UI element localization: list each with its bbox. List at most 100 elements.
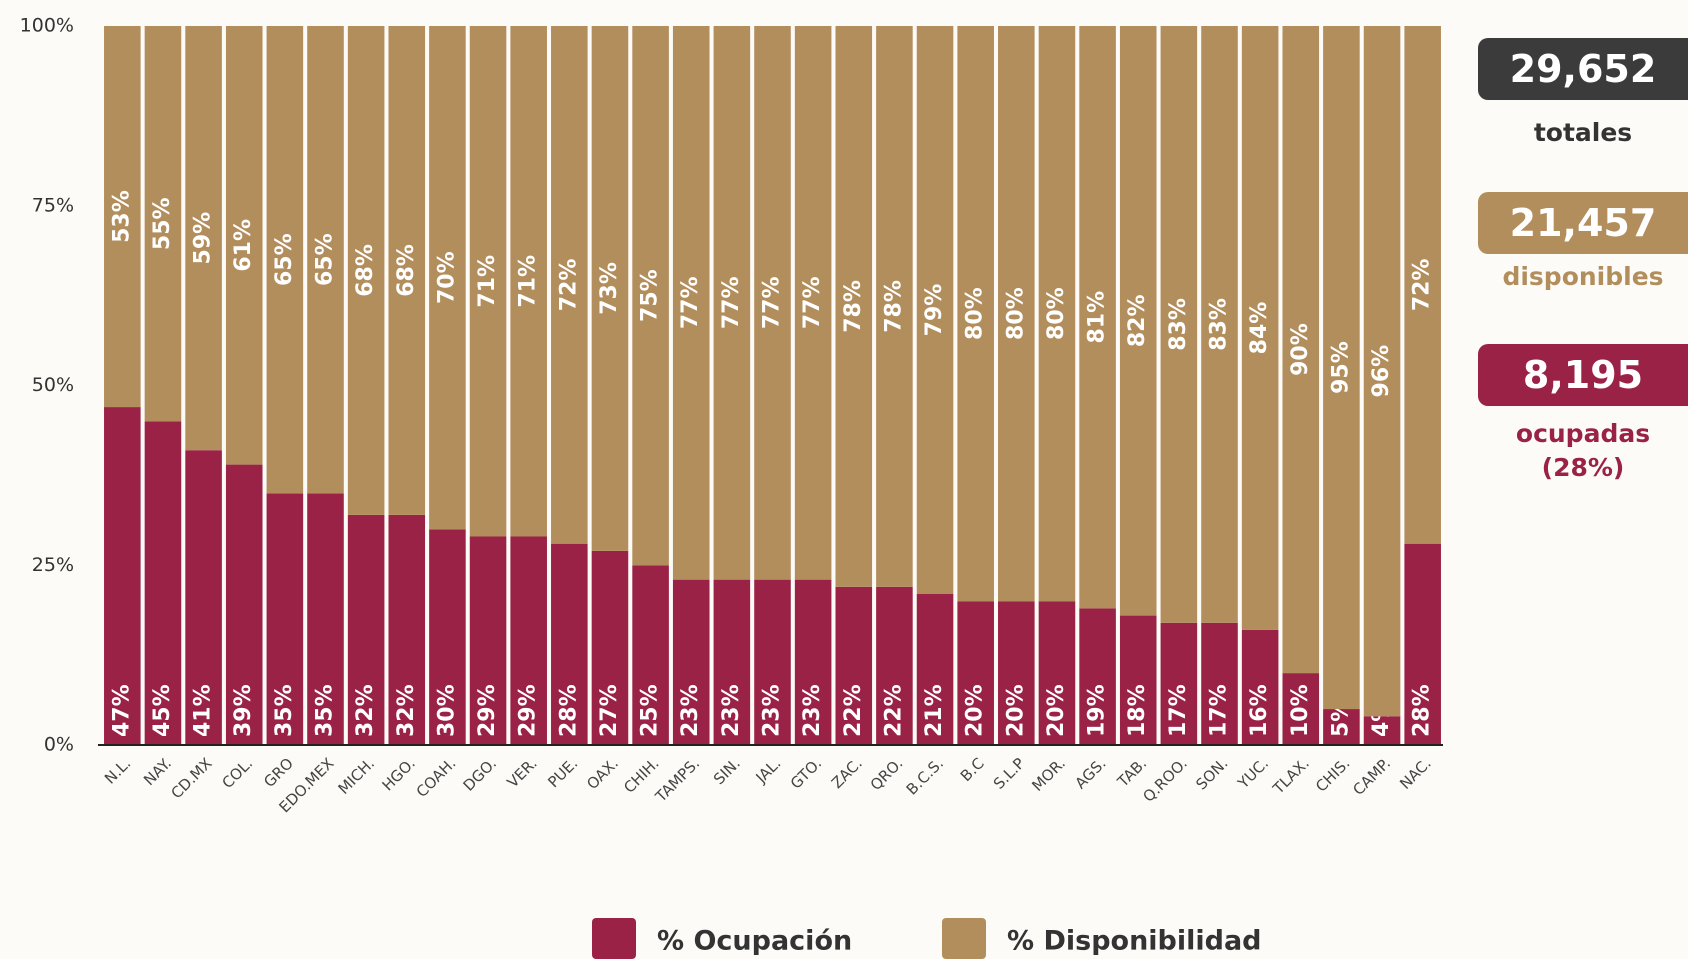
- bar-segment: [672, 26, 710, 580]
- x-tick-label: SIN.: [710, 754, 744, 788]
- x-tick-label: OAX.: [583, 754, 622, 793]
- total-label: totales: [1533, 118, 1633, 147]
- x-tick-label: COL.: [218, 754, 256, 792]
- bar-segment: [1079, 608, 1116, 745]
- bar-segment: [388, 26, 426, 515]
- available-value: 21,457: [1478, 192, 1688, 254]
- x-tick-label: B.C: [957, 754, 988, 785]
- value-label: 41%: [191, 684, 216, 737]
- x-tick-label: AGS.: [1071, 754, 1109, 792]
- occupied-value: 8,195: [1478, 344, 1688, 406]
- x-tick-label: B.C.S.: [903, 754, 947, 798]
- bar-segment: [1323, 709, 1360, 745]
- value-label: 80%: [1003, 287, 1028, 340]
- bar-segment: [1201, 26, 1238, 623]
- x-tick-label: CD.MX: [168, 754, 216, 802]
- value-label: 32%: [353, 684, 378, 737]
- value-label: 71%: [516, 255, 541, 308]
- bar-segment: [1201, 622, 1238, 745]
- value-label: 71%: [475, 255, 500, 308]
- bar-segment: [347, 26, 385, 515]
- value-label: 17%: [1207, 684, 1232, 737]
- bar-segment: [469, 26, 507, 537]
- bar-segment: [225, 464, 263, 745]
- bar-segment: [1241, 26, 1279, 630]
- value-label: 23%: [760, 684, 785, 737]
- value-label: 20%: [963, 684, 988, 737]
- bar-segment: [266, 493, 304, 745]
- value-label: 20%: [1044, 684, 1069, 737]
- legend-label: % Disponibilidad: [1007, 926, 1262, 957]
- value-label: 65%: [313, 233, 338, 286]
- bar-segment: [713, 26, 751, 580]
- legend-swatch: [942, 918, 986, 959]
- bar-segment: [266, 26, 304, 494]
- bar-segment: [510, 26, 547, 537]
- value-label: 23%: [800, 684, 825, 737]
- value-label: 30%: [434, 684, 459, 737]
- x-tick-label: NAC.: [1396, 754, 1435, 793]
- value-label: 21%: [922, 684, 947, 737]
- legend-swatch: [592, 918, 636, 959]
- value-label: 32%: [394, 684, 419, 737]
- bar-segment: [754, 579, 791, 745]
- bar-segment: [632, 26, 669, 566]
- bar-segment: [185, 26, 222, 451]
- value-label: 72%: [556, 259, 581, 312]
- bar-segment: [1282, 673, 1320, 745]
- x-tick-label: DGO.: [460, 754, 500, 794]
- value-label: 80%: [1044, 287, 1069, 340]
- y-tick-label: 75%: [32, 194, 74, 216]
- value-label: 80%: [963, 287, 988, 340]
- value-label: 23%: [678, 684, 703, 737]
- x-tick-label: GTO.: [787, 754, 825, 792]
- value-label: 28%: [1410, 684, 1435, 737]
- value-label: 35%: [313, 684, 338, 737]
- value-label: 79%: [922, 284, 947, 337]
- x-tick-label: CHIS.: [1312, 754, 1353, 795]
- value-label: 82%: [1125, 294, 1150, 347]
- x-tick-label: MOR.: [1028, 754, 1069, 795]
- x-tick-label: NAY.: [140, 754, 175, 789]
- bar-segment: [1119, 615, 1157, 745]
- value-label: 17%: [1166, 684, 1191, 737]
- bar-segment: [1282, 26, 1320, 674]
- value-label: 84%: [1247, 302, 1272, 355]
- value-label: 59%: [191, 212, 216, 265]
- bar-segment: [632, 565, 669, 745]
- total-value: 29,652: [1478, 38, 1688, 100]
- value-label: 83%: [1166, 298, 1191, 351]
- bar-segment: [429, 26, 466, 530]
- bar-segment: [998, 26, 1035, 602]
- x-tick-label: PUE.: [544, 754, 581, 791]
- bar-segment: [429, 529, 466, 745]
- y-tick-label: 100%: [20, 15, 74, 37]
- value-label: 77%: [719, 276, 744, 329]
- occupied-share: (28%): [1541, 453, 1625, 482]
- bar-segment: [1119, 26, 1157, 616]
- bar-segment: [1038, 26, 1076, 602]
- x-tick-label: TAB.: [1113, 754, 1150, 791]
- bar-segment: [104, 407, 141, 745]
- bar-segment: [916, 594, 954, 745]
- bar-segment: [998, 601, 1035, 745]
- bar-segment: [835, 26, 873, 587]
- bar-segment: [835, 586, 873, 745]
- value-label: 29%: [516, 684, 541, 737]
- value-label: 35%: [272, 684, 297, 737]
- bar-segment: [591, 26, 629, 551]
- bar-segment: [957, 26, 994, 602]
- bar-segment: [307, 493, 344, 745]
- bar-segment: [347, 514, 385, 745]
- bar-segment: [916, 26, 954, 595]
- x-tick-label: S.L.P: [990, 754, 1029, 793]
- value-label: 68%: [394, 244, 419, 297]
- bar-segment: [1038, 601, 1076, 745]
- bar-segment: [1160, 622, 1198, 745]
- bar-segment: [144, 421, 182, 745]
- value-label: 28%: [556, 684, 581, 737]
- value-label: 20%: [1003, 684, 1028, 737]
- value-label: 10%: [1288, 684, 1313, 737]
- value-label: 96%: [1369, 345, 1394, 398]
- value-label: 81%: [1085, 291, 1110, 344]
